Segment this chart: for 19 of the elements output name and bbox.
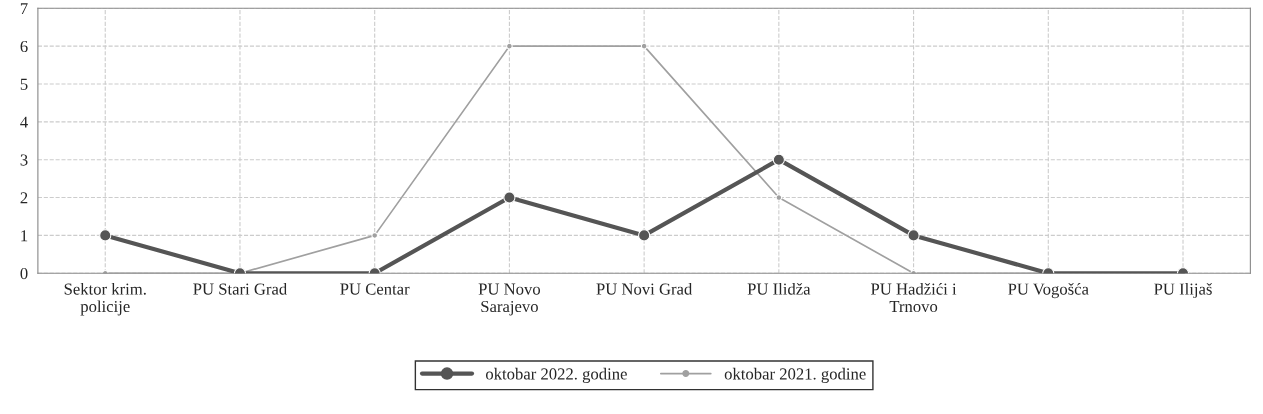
x-tick-label: PU Centar [340,283,410,295]
x-tick-label: PU Novo Sarajevo [478,283,541,316]
x-tick-label: Sektor krim. policije [64,282,146,316]
y-tick-label: 6 [20,40,28,53]
y-tick-label: 7 [20,3,28,15]
y-tick-label: 1 [21,230,28,242]
x-tick-label: PU Ilijaš [1154,282,1212,299]
x-tick-label: PU Vogošća [1008,282,1089,299]
y-tick-label: 2 [20,192,28,204]
x-tick-label: PU Hadžići i Trnovo [871,282,957,313]
x-tick-label: PU Ilidža [747,282,811,295]
legend-label: oktobar 2021. godine [724,367,866,383]
y-tick-label: 5 [20,78,28,90]
y-tick-label: 3 [20,154,28,166]
legend-label: oktobar 2022. godine [485,367,627,383]
y-tick-label: 0 [20,267,28,280]
x-tick-label: PU Novi Grad [596,282,693,295]
y-tick-label: 4 [20,116,28,128]
x-tick-label: PU Stari Grad [193,282,287,295]
